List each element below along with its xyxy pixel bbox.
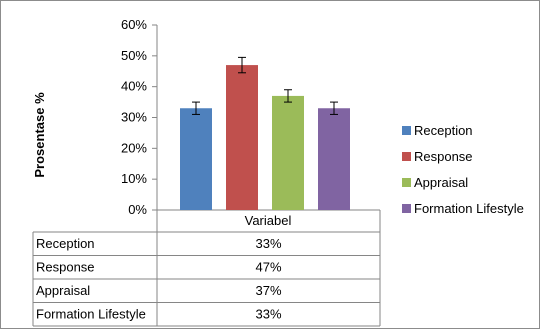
y-tick-label: 30%: [121, 110, 147, 125]
legend-swatch: [402, 204, 411, 213]
legend-swatch: [402, 178, 411, 187]
legend-swatch: [402, 152, 411, 161]
y-tick-label: 10%: [121, 171, 147, 186]
table-row-value: 33%: [255, 236, 281, 251]
y-tick-label: 50%: [121, 48, 147, 63]
table-row-name: Formation Lifestyle: [36, 307, 146, 322]
table-row-value: 47%: [255, 260, 281, 275]
legend-label: Appraisal: [414, 175, 468, 190]
x-axis-label: Variabel: [245, 213, 292, 228]
y-tick-label: 60%: [121, 17, 147, 32]
y-axis-label: Prosentase %: [32, 92, 47, 178]
table-row-value: 33%: [255, 307, 281, 322]
table-row-name: Appraisal: [36, 283, 90, 298]
table-row-name: Reception: [36, 236, 95, 251]
legend-label: Response: [414, 149, 473, 164]
legend-swatch: [402, 126, 411, 135]
y-tick-label: 20%: [121, 140, 147, 155]
legend-label: Reception: [414, 123, 473, 138]
bar-formation-lifestyle: [318, 108, 350, 210]
table-row-name: Response: [36, 260, 95, 275]
bar-response: [226, 65, 258, 210]
bar-appraisal: [272, 95, 304, 210]
y-tick-label: 0%: [128, 202, 147, 217]
y-tick-label: 40%: [121, 79, 147, 94]
bar-reception: [180, 108, 212, 210]
legend-label: Formation Lifestyle: [414, 201, 524, 216]
table-row-value: 37%: [255, 283, 281, 298]
